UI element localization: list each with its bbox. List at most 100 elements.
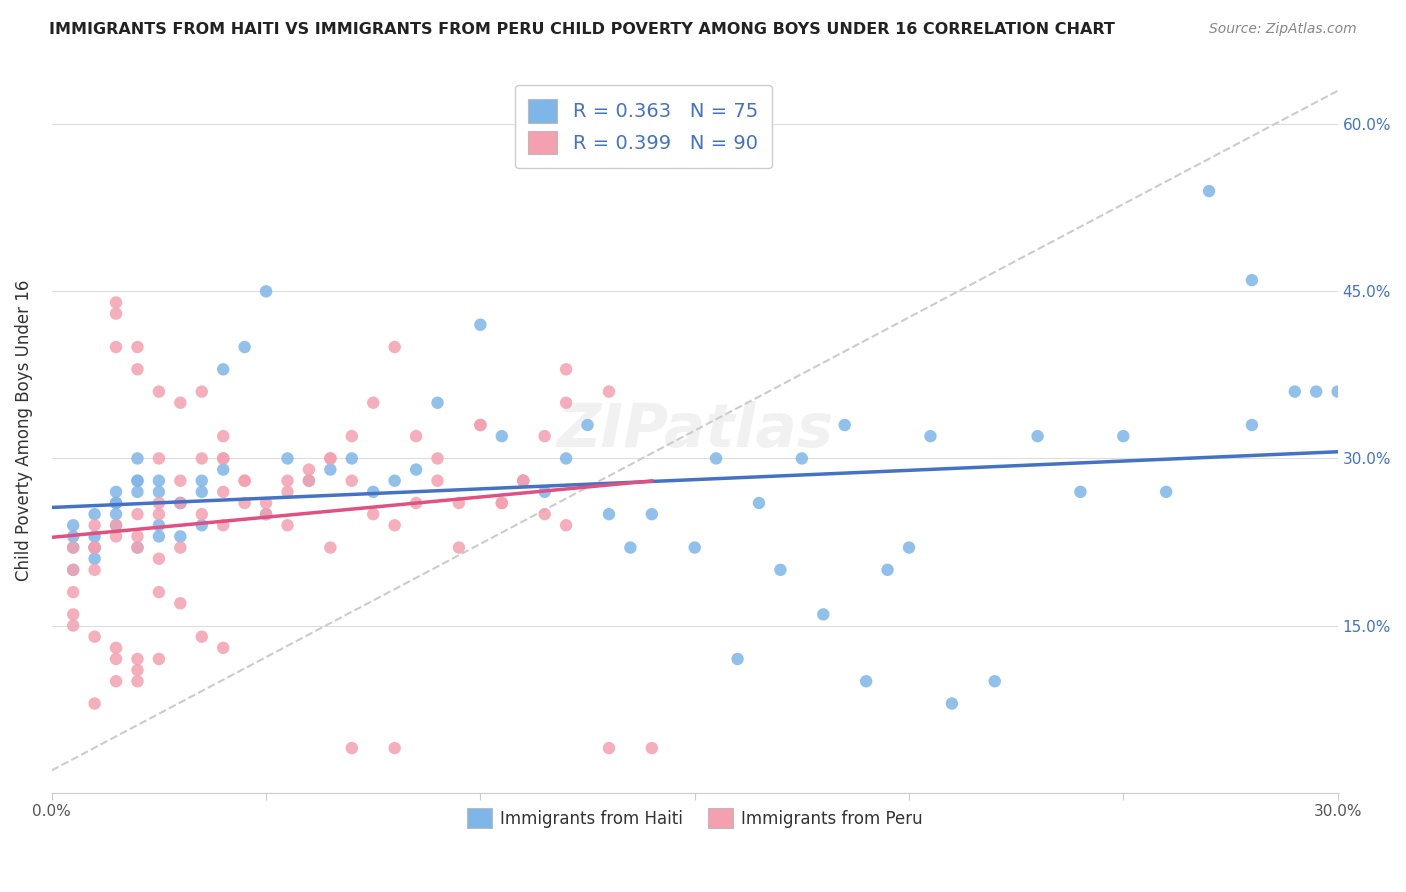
Point <box>319 451 342 466</box>
Point <box>233 474 256 488</box>
Point <box>169 529 191 543</box>
Point <box>212 362 235 376</box>
Point <box>790 451 813 466</box>
Point <box>233 340 256 354</box>
Point <box>83 541 105 555</box>
Point <box>470 318 492 332</box>
Point <box>105 484 128 499</box>
Point <box>834 417 856 432</box>
Point <box>533 507 555 521</box>
Point <box>512 474 534 488</box>
Point <box>361 395 384 409</box>
Point <box>148 652 170 666</box>
Point <box>127 663 149 677</box>
Point <box>169 496 191 510</box>
Point <box>491 496 513 510</box>
Point <box>491 496 513 510</box>
Point <box>1154 484 1177 499</box>
Point <box>62 541 84 555</box>
Point <box>512 474 534 488</box>
Point <box>598 384 620 399</box>
Point <box>298 474 321 488</box>
Point <box>127 541 149 555</box>
Point <box>127 474 149 488</box>
Point <box>598 741 620 756</box>
Point <box>1284 384 1306 399</box>
Point <box>748 496 770 510</box>
Point <box>62 585 84 599</box>
Point <box>105 295 128 310</box>
Point <box>127 674 149 689</box>
Point <box>148 551 170 566</box>
Point <box>83 630 105 644</box>
Point <box>405 429 427 443</box>
Point <box>447 541 470 555</box>
Point <box>105 674 128 689</box>
Point <box>233 496 256 510</box>
Point <box>127 507 149 521</box>
Point <box>62 563 84 577</box>
Point <box>105 652 128 666</box>
Text: Source: ZipAtlas.com: Source: ZipAtlas.com <box>1209 22 1357 37</box>
Point <box>83 697 105 711</box>
Point <box>105 496 128 510</box>
Point <box>148 474 170 488</box>
Point <box>1240 417 1263 432</box>
Point <box>169 395 191 409</box>
Point <box>127 529 149 543</box>
Point <box>384 741 406 756</box>
Point <box>361 484 384 499</box>
Point <box>1198 184 1220 198</box>
Point <box>298 474 321 488</box>
Point <box>148 507 170 521</box>
Y-axis label: Child Poverty Among Boys Under 16: Child Poverty Among Boys Under 16 <box>15 280 32 582</box>
Point <box>898 541 921 555</box>
Point <box>941 697 963 711</box>
Point <box>212 462 235 476</box>
Point <box>148 529 170 543</box>
Point <box>1026 429 1049 443</box>
Point <box>212 518 235 533</box>
Point <box>470 417 492 432</box>
Point <box>340 451 363 466</box>
Point <box>426 474 449 488</box>
Point <box>62 529 84 543</box>
Point <box>127 362 149 376</box>
Point <box>470 417 492 432</box>
Point <box>426 395 449 409</box>
Point <box>127 474 149 488</box>
Point <box>319 541 342 555</box>
Point <box>62 607 84 622</box>
Point <box>512 474 534 488</box>
Point <box>533 429 555 443</box>
Point <box>62 518 84 533</box>
Point <box>105 529 128 543</box>
Point <box>191 384 214 399</box>
Point <box>447 496 470 510</box>
Point <box>148 451 170 466</box>
Point <box>276 484 298 499</box>
Point <box>191 507 214 521</box>
Point <box>254 496 277 510</box>
Point <box>105 518 128 533</box>
Point <box>598 507 620 521</box>
Point <box>169 496 191 510</box>
Point <box>254 507 277 521</box>
Point <box>683 541 706 555</box>
Point <box>148 496 170 510</box>
Point <box>212 451 235 466</box>
Point <box>212 429 235 443</box>
Point <box>319 462 342 476</box>
Point <box>1326 384 1348 399</box>
Point <box>212 451 235 466</box>
Point <box>191 484 214 499</box>
Point <box>83 541 105 555</box>
Point <box>212 484 235 499</box>
Point <box>555 362 578 376</box>
Point <box>426 451 449 466</box>
Point <box>169 541 191 555</box>
Point <box>704 451 727 466</box>
Point <box>1069 484 1091 499</box>
Point <box>105 640 128 655</box>
Point <box>641 741 664 756</box>
